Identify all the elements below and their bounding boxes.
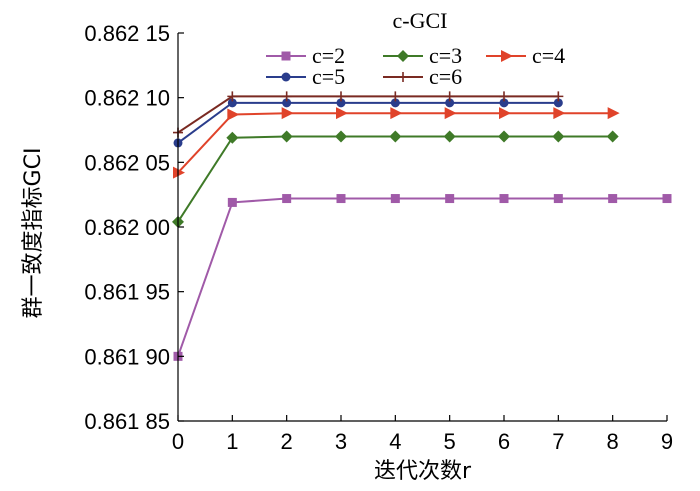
y-tick-label: 0.862 00 [84, 215, 170, 240]
legend-entry: c=6 [383, 64, 462, 89]
y-tick-group: 0.861 85 0.861 90 0.861 95 0.862 00 0.862 05… [84, 21, 184, 434]
data-point [662, 194, 672, 204]
data-point [608, 194, 618, 204]
data-point [336, 107, 348, 120]
data-point [227, 197, 237, 207]
series-4 [173, 98, 563, 148]
axes-layer [177, 33, 667, 422]
y-tick-label: 0.862 15 [84, 21, 170, 46]
legend-entry: c=4 [486, 43, 565, 68]
x-tick-label: 9 [661, 429, 673, 454]
data-point [336, 91, 346, 102]
x-tick-label: 4 [389, 429, 401, 454]
data-point [227, 108, 240, 121]
data-point [389, 130, 402, 143]
data-point [280, 130, 293, 143]
data-point [553, 107, 566, 120]
x-tick-label: 0 [172, 429, 184, 454]
series-5 [173, 91, 564, 138]
data-point [445, 98, 455, 108]
legend-swatch-marker [397, 50, 409, 62]
legend-entry: c=2 [266, 43, 345, 68]
data-point [282, 98, 292, 108]
legend-swatch-marker [501, 50, 513, 62]
data-point [227, 98, 237, 108]
legend-label: c=5 [312, 64, 345, 89]
data-point [390, 107, 403, 120]
data-point [499, 107, 511, 120]
data-point [227, 91, 238, 102]
legend-swatch-marker [281, 51, 291, 61]
series-line [177, 95, 559, 134]
series-layer [172, 91, 672, 361]
x-tick-group: 0 1 2 3 4 5 6 7 8 9 [172, 415, 673, 454]
series-1 [173, 194, 672, 361]
data-point [390, 91, 401, 102]
data-point [499, 98, 509, 108]
data-point [443, 130, 456, 143]
series-line [177, 135, 613, 223]
y-tick-label: 0.861 85 [84, 409, 170, 434]
data-point [499, 194, 509, 204]
x-tick-label: 2 [281, 429, 293, 454]
y-axis-title: 群一致度指标GCI [21, 148, 46, 319]
x-tick-label: 1 [226, 429, 238, 454]
data-point [226, 131, 239, 144]
data-point [390, 98, 400, 108]
data-point [499, 91, 509, 102]
legend: c-GCI c=2 c=3 c=4 c=5 c=6 [266, 8, 565, 89]
legend-entry: c=5 [266, 64, 345, 89]
data-point [282, 194, 292, 204]
legend-swatch-marker [398, 72, 408, 82]
data-point [173, 166, 185, 179]
data-point [281, 91, 292, 102]
data-point [444, 91, 455, 102]
legend-label: c=4 [532, 43, 565, 68]
x-tick-label: 5 [444, 429, 456, 454]
data-point [553, 91, 564, 102]
data-point [335, 130, 347, 143]
x-tick-label: 8 [607, 429, 619, 454]
data-point [444, 107, 457, 120]
series-line [177, 112, 613, 174]
series-line [177, 197, 667, 357]
data-point [281, 107, 294, 120]
x-tick-label: 7 [552, 429, 564, 454]
data-point [445, 194, 455, 204]
data-point [336, 194, 346, 204]
data-point [553, 98, 563, 108]
legend-label: c=2 [312, 43, 345, 68]
y-tick-label: 0.862 05 [84, 150, 170, 175]
legend-entry: c=3 [383, 43, 462, 68]
data-point [606, 130, 619, 143]
y-tick-label: 0.861 95 [84, 280, 170, 305]
legend-label: c=3 [429, 43, 462, 68]
legend-title: c-GCI [393, 8, 448, 33]
y-tick-label: 0.862 10 [84, 86, 170, 111]
x-axis-title: 迭代次数r [374, 459, 472, 484]
data-point [607, 107, 620, 120]
legend-label: c=6 [429, 64, 462, 89]
series-line [177, 101, 559, 144]
series-2 [172, 130, 619, 228]
data-point [552, 130, 565, 143]
data-point [336, 98, 346, 108]
data-point [390, 194, 400, 204]
data-point [553, 194, 563, 204]
legend-swatch-marker [281, 72, 291, 82]
data-point [498, 130, 510, 143]
x-tick-label: 3 [335, 429, 347, 454]
series-3 [173, 107, 620, 179]
y-tick-label: 0.861 90 [84, 344, 170, 369]
x-tick-label: 6 [498, 429, 510, 454]
